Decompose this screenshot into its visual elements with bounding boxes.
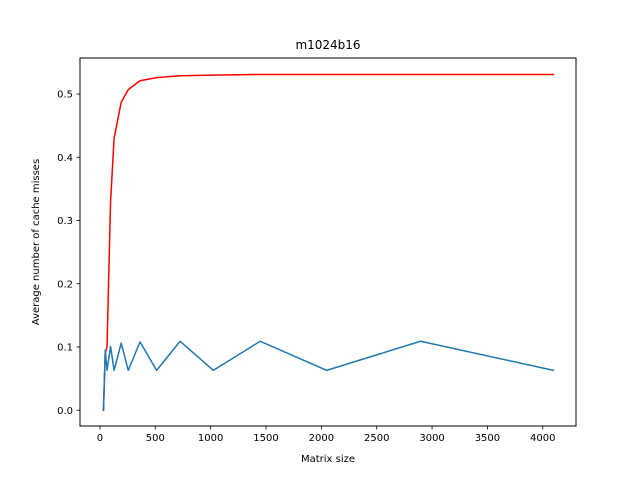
y-axis-label: Average number of cache misses xyxy=(31,159,42,325)
x-tick-label: 3500 xyxy=(475,433,500,444)
x-tick-label: 0 xyxy=(97,433,103,444)
x-tick-label: 2500 xyxy=(364,433,389,444)
y-tick-label: 0.1 xyxy=(57,343,73,354)
x-tick-label: 1000 xyxy=(198,433,223,444)
series-line-2 xyxy=(102,340,555,411)
x-tick-label: 500 xyxy=(146,433,165,444)
series-line-1 xyxy=(102,73,555,411)
plot-area xyxy=(102,73,555,411)
x-tick-label: 4000 xyxy=(530,433,555,444)
x-tick-label: 2000 xyxy=(309,433,334,444)
y-tick-label: 0.3 xyxy=(57,216,73,227)
y-tick-label: 0.2 xyxy=(57,279,73,290)
chart-title: m1024b16 xyxy=(295,38,360,52)
y-tick-label: 0.0 xyxy=(57,406,73,417)
y-tick-label: 0.4 xyxy=(57,153,73,164)
x-axis-label: Matrix size xyxy=(301,454,355,465)
axes-frame xyxy=(79,57,577,427)
y-tick-label: 0.5 xyxy=(57,90,73,101)
x-tick-label: 1500 xyxy=(253,433,278,444)
axis-ticks: 0 500 1000 1500 2000 2500 3000 3500 4000 0.0 0.1 0.… xyxy=(57,90,555,444)
x-tick-label: 3000 xyxy=(419,433,444,444)
